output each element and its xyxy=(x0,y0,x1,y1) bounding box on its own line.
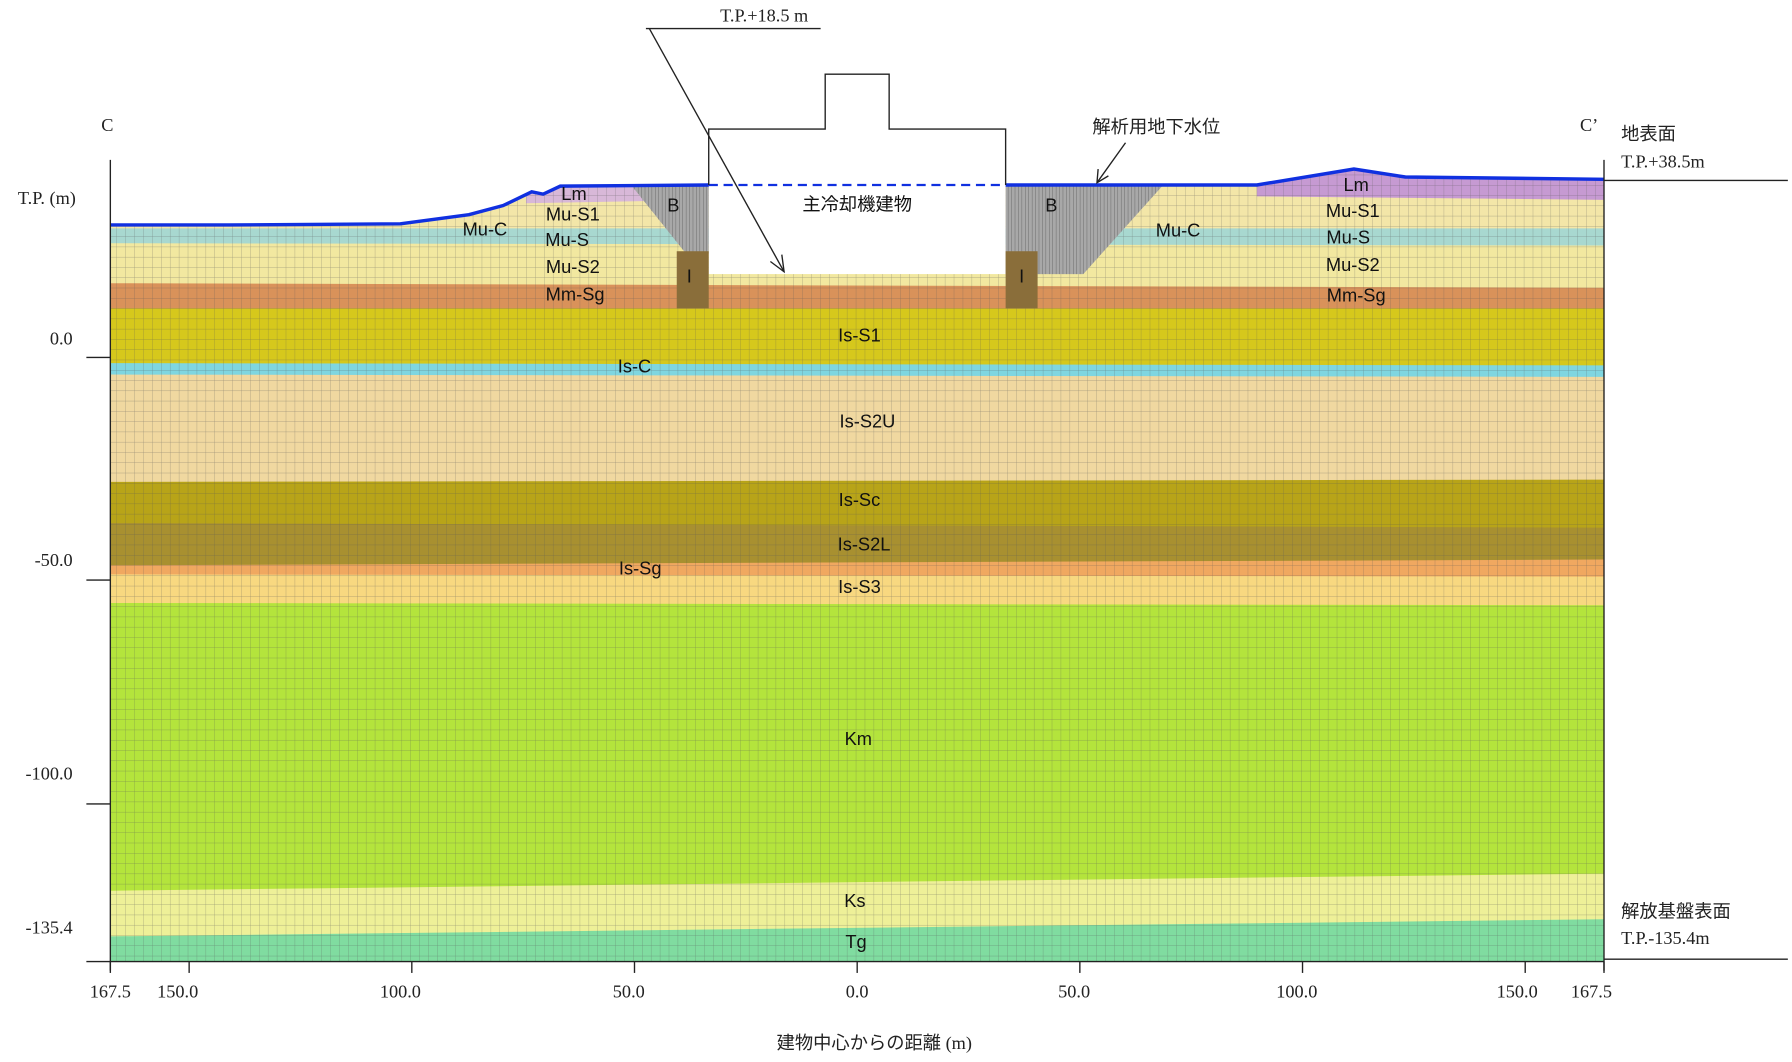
x-ticks xyxy=(110,962,1604,973)
annotation: T.P.-135.4m xyxy=(1621,928,1709,948)
x-tick-label: 167.5 xyxy=(90,982,131,1002)
section-label: C xyxy=(101,115,113,135)
layer-label: Is-S3 xyxy=(838,576,881,597)
layer-label: Mu-S xyxy=(545,229,589,250)
section-label: C’ xyxy=(1580,115,1598,135)
layer-label: Lm xyxy=(1344,174,1369,195)
layer-label: B xyxy=(667,195,679,216)
layer-label: B xyxy=(1045,195,1057,216)
layer-label: Mm-Sg xyxy=(1327,285,1386,306)
x-axis-label: 建物中心からの距離 (m) xyxy=(777,1033,972,1054)
x-tick-label: 100.0 xyxy=(380,982,421,1002)
annotation: 地表面 xyxy=(1621,124,1676,144)
leader xyxy=(1097,143,1126,183)
x-tick-label: 50.0 xyxy=(613,982,645,1002)
building-label: 主冷却機建物 xyxy=(802,193,912,214)
layer-label: Lm xyxy=(561,183,586,204)
soil-layers xyxy=(110,160,1604,962)
layer-label: Mu-C xyxy=(1156,220,1201,241)
layer-label: Mu-S1 xyxy=(1326,200,1380,221)
mesh xyxy=(110,160,1604,962)
x-tick-label: 167.5 xyxy=(1571,982,1612,1002)
y-ticks xyxy=(86,357,110,961)
building-outline xyxy=(709,74,1006,185)
y-tick-label: -135.4 xyxy=(25,918,72,938)
y-tick-label: -100.0 xyxy=(25,764,72,784)
annotation: 解放基盤表面 xyxy=(1621,902,1731,922)
annotation: 解析用地下水位 xyxy=(1092,117,1220,137)
x-tick-label: 100.0 xyxy=(1276,982,1317,1002)
annotation: T.P.+18.5 m xyxy=(720,5,808,25)
layer-label: Ks xyxy=(844,890,865,911)
x-tick-label: 150.0 xyxy=(157,982,198,1002)
layer-label: Is-S2U xyxy=(840,410,896,431)
x-tick-label: 50.0 xyxy=(1058,982,1090,1002)
layer-label: Is-C xyxy=(618,356,651,377)
layer-label: I xyxy=(687,265,692,286)
layer-label: Is-Sc xyxy=(839,489,881,510)
layer-label: Mu-C xyxy=(463,218,508,239)
y-axis-label: T.P. (m) xyxy=(18,188,76,209)
cross-section: 0.0 -50.0 -100.0 -135.4 T.P. (m) 167.5 1… xyxy=(0,0,1792,1062)
layer-label: I xyxy=(1019,265,1024,286)
x-tick-label: 0.0 xyxy=(846,982,869,1002)
page: { "section": {"left": "C", "right": "C’"… xyxy=(0,0,1792,1062)
layer-label: Tg xyxy=(845,931,866,952)
layer-label: Mm-Sg xyxy=(546,284,605,305)
layer-label: Is-Sg xyxy=(619,558,662,579)
y-tick-label: -50.0 xyxy=(35,550,73,570)
annotation: T.P.+38.5m xyxy=(1621,151,1705,171)
layer-label: Mu-S1 xyxy=(546,204,600,225)
y-tick-label: 0.0 xyxy=(50,328,73,348)
layer-label: Is-S2L xyxy=(838,534,891,555)
improved-ground xyxy=(677,251,709,308)
layer-label: Mu-S2 xyxy=(546,256,600,277)
x-tick-label: 150.0 xyxy=(1497,982,1538,1002)
layer-label: Km xyxy=(845,728,872,749)
layer-label: Mu-S2 xyxy=(1326,254,1380,275)
layer-label: Mu-S xyxy=(1326,226,1370,247)
layer-label: Is-S1 xyxy=(838,325,881,346)
